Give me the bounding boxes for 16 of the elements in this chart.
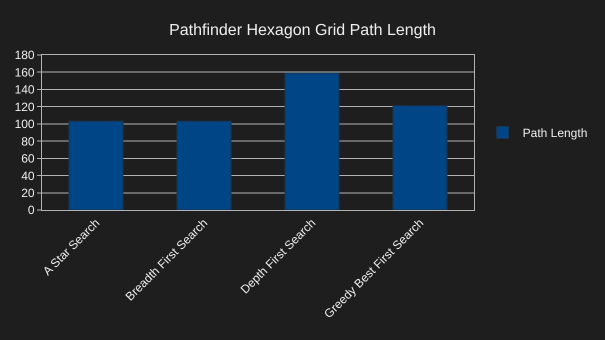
bar (68, 120, 124, 210)
y-tick-label: 20 (21, 186, 35, 200)
y-tick-label: 180 (14, 48, 35, 62)
legend-label: Path Length (522, 126, 588, 140)
y-tick-label: 140 (14, 82, 35, 97)
chart-title: Pathfinder Hexagon Grid Path Length (169, 22, 436, 39)
bar (284, 72, 340, 210)
bar (392, 105, 448, 210)
y-tick-label: 160 (14, 65, 35, 80)
y-tick-label: 0 (28, 203, 35, 218)
bar (176, 120, 232, 210)
y-tick-label: 60 (21, 152, 35, 166)
y-tick-label: 80 (21, 134, 35, 148)
y-tick-label: 100 (14, 117, 35, 132)
y-tick-label: 40 (21, 168, 35, 183)
y-tick-label: 120 (14, 100, 35, 114)
